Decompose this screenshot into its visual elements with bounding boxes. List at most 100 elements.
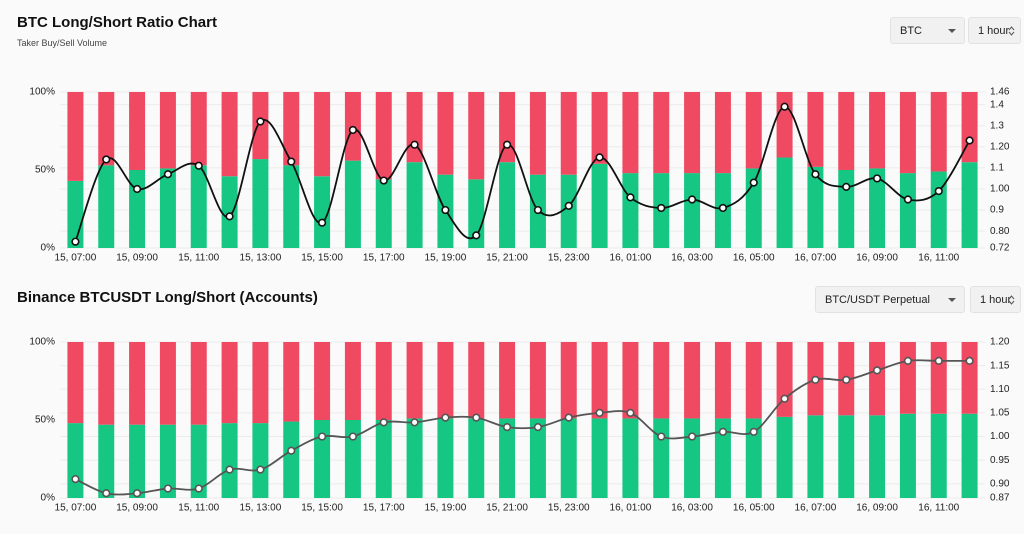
bar-segment bbox=[67, 342, 84, 424]
x-tick-label: 15, 23:00 bbox=[548, 503, 590, 514]
ratio-point bbox=[256, 465, 265, 474]
ratio-point bbox=[626, 193, 635, 202]
bar-segment bbox=[159, 92, 176, 169]
ratio-point bbox=[687, 432, 697, 441]
ratio-point bbox=[903, 356, 913, 366]
x-tick-label: 16, 03:00 bbox=[671, 253, 713, 264]
bar-segment bbox=[129, 92, 146, 170]
y2-tick-label: 1.00 bbox=[990, 184, 1010, 195]
bar-segment bbox=[468, 342, 485, 419]
ratio-point bbox=[934, 356, 943, 366]
bar-segment bbox=[714, 342, 731, 419]
bar-segment bbox=[622, 92, 639, 174]
ratio-point bbox=[626, 408, 635, 418]
y-tick-label: 100% bbox=[29, 337, 55, 348]
ratio-point bbox=[533, 422, 543, 432]
bar-segment bbox=[499, 342, 516, 419]
x-tick-label: 15, 13:00 bbox=[240, 503, 282, 514]
chart-subtitle: Taker Buy/Sell Volume bbox=[17, 38, 108, 48]
bar-segment bbox=[961, 342, 978, 414]
bar-segment bbox=[129, 342, 146, 425]
ratio-point bbox=[502, 422, 512, 432]
y2-tick-label: 1.1 bbox=[990, 163, 1004, 174]
bar-segment bbox=[930, 413, 947, 498]
bar-segment bbox=[129, 170, 146, 248]
bar-segment bbox=[190, 165, 207, 248]
y2-tick-label: 1.20 bbox=[990, 337, 1010, 348]
bar-segment bbox=[437, 418, 454, 498]
y2-tick-label: 0.9 bbox=[990, 205, 1004, 216]
bar-segment bbox=[869, 342, 886, 416]
bar-segment bbox=[714, 92, 731, 174]
ratio-point bbox=[472, 231, 481, 240]
bar-segment bbox=[375, 342, 392, 420]
ratio-point bbox=[472, 413, 481, 422]
bar-segment bbox=[591, 342, 608, 419]
bar-segment bbox=[560, 342, 577, 419]
bar-segment bbox=[745, 92, 762, 169]
x-tick-label: 15, 11:00 bbox=[178, 503, 219, 514]
bar-segment bbox=[529, 342, 546, 419]
x-tick-label: 16, 01:00 bbox=[610, 253, 652, 264]
bar-segment bbox=[961, 162, 978, 248]
bar-segment bbox=[899, 92, 916, 174]
ratio-point bbox=[410, 418, 419, 427]
bar-segment bbox=[406, 418, 423, 498]
x-tick-label: 15, 11:00 bbox=[178, 253, 219, 264]
x-tick-label: 16, 11:00 bbox=[918, 253, 959, 264]
x-tick-label: 15, 15:00 bbox=[301, 503, 343, 514]
bar-segment bbox=[684, 342, 701, 419]
bar-segment bbox=[406, 162, 423, 248]
y-tick-label: 50% bbox=[35, 165, 55, 176]
ratio-point bbox=[533, 205, 543, 215]
y2-tick-label: 1.3 bbox=[990, 120, 1004, 131]
ratio-point bbox=[657, 432, 666, 441]
bar-segment bbox=[159, 342, 176, 425]
bar-segment bbox=[869, 415, 886, 498]
bar-segment bbox=[344, 160, 361, 248]
bar-segment bbox=[437, 92, 454, 175]
bar-segment bbox=[283, 421, 300, 498]
bar-segment bbox=[437, 342, 454, 419]
ratio-point bbox=[842, 375, 851, 384]
ratio-point bbox=[564, 201, 573, 210]
bar-segment bbox=[283, 342, 300, 422]
bar-segment bbox=[838, 170, 855, 248]
bar-segment bbox=[252, 423, 269, 498]
interval-select[interactable]: 1 hour bbox=[970, 286, 1021, 313]
y-tick-label: 0% bbox=[41, 243, 56, 254]
x-tick-label: 16, 05:00 bbox=[733, 503, 775, 514]
coin-select[interactable]: BTC bbox=[890, 17, 965, 44]
bar-segment bbox=[807, 166, 824, 248]
x-tick-label: 16, 03:00 bbox=[671, 503, 713, 514]
y2-tick-label: 1.10 bbox=[990, 384, 1010, 395]
bar-segment bbox=[745, 342, 762, 419]
bar-segment bbox=[375, 92, 392, 180]
x-tick-label: 16, 09:00 bbox=[856, 253, 898, 264]
ratio-point bbox=[934, 186, 943, 196]
ratio-point bbox=[811, 170, 820, 179]
updown bbox=[1008, 295, 1015, 305]
pair-select[interactable]: BTC/USDT Perpetual bbox=[815, 286, 965, 313]
y2-tick-label: 0.87 bbox=[990, 493, 1010, 504]
ratio-point bbox=[595, 408, 604, 418]
ratio-point bbox=[687, 195, 697, 204]
y2-tick-label: 0.90 bbox=[990, 478, 1010, 489]
ratio-point bbox=[163, 170, 173, 179]
bar-segment bbox=[529, 92, 546, 175]
bar-segment bbox=[560, 92, 577, 175]
ratio-point bbox=[718, 427, 728, 436]
ratio-point bbox=[872, 366, 882, 375]
x-tick-label: 15, 19:00 bbox=[425, 503, 467, 514]
ratio-point bbox=[441, 205, 450, 215]
bar-segment bbox=[98, 342, 115, 425]
ratio-point bbox=[194, 161, 203, 170]
interval-select[interactable]: 1 hour bbox=[968, 17, 1021, 44]
bar-segment bbox=[776, 157, 793, 248]
ratio-point bbox=[71, 237, 80, 246]
ratio-point bbox=[317, 218, 327, 227]
ratio-point bbox=[102, 155, 111, 164]
y2-tick-label: 1.46 bbox=[990, 87, 1010, 98]
ratio-point bbox=[780, 394, 789, 403]
